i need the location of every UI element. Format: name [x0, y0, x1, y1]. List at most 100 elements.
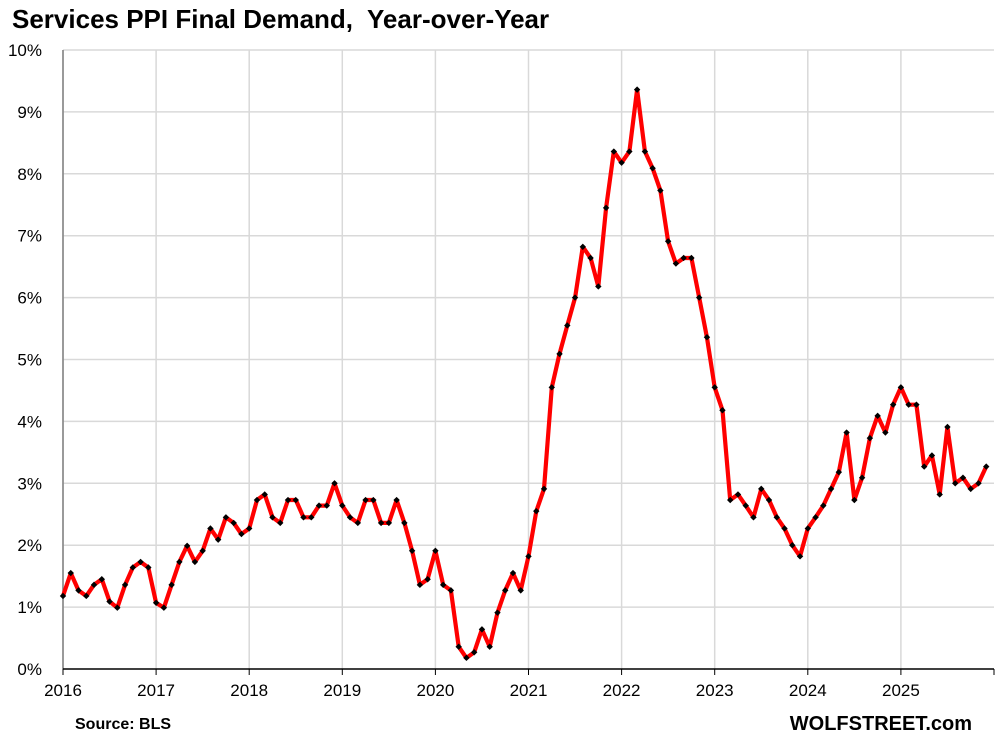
data-point [874, 412, 881, 420]
data-point [517, 587, 524, 594]
data-point [952, 480, 959, 487]
data-point [238, 530, 245, 538]
data-point [975, 480, 982, 487]
data-point [571, 294, 579, 301]
data-point [587, 254, 594, 262]
data-point [230, 519, 237, 527]
data-point [261, 491, 268, 498]
data-point [641, 148, 649, 155]
data-point [214, 536, 222, 543]
data-point [851, 496, 858, 504]
data-point [548, 384, 555, 391]
data-point [494, 609, 501, 616]
axes [62, 50, 995, 675]
y-tick-label: 6% [17, 289, 42, 308]
data-point [672, 260, 680, 267]
data-point [727, 496, 734, 504]
y-tick-label: 1% [17, 598, 42, 617]
data-point [525, 553, 532, 560]
data-point [711, 384, 718, 391]
data-point [183, 542, 191, 550]
x-tick-label: 2018 [230, 681, 268, 700]
data-point [928, 452, 936, 459]
y-tick-label: 5% [17, 351, 42, 370]
data-point [765, 496, 773, 504]
x-tick-label: 2017 [137, 681, 175, 700]
data-point [967, 485, 974, 493]
data-point [579, 243, 587, 251]
data-point [199, 547, 206, 554]
data-point [308, 514, 315, 521]
data-point [145, 564, 152, 571]
data-point [362, 496, 369, 504]
series-line [60, 87, 989, 661]
source-label: Source: BLS [75, 716, 172, 733]
data-point [649, 165, 656, 172]
data-point [152, 599, 160, 606]
data-point [354, 519, 362, 527]
x-tick-label: 2016 [44, 681, 82, 700]
data-point [905, 401, 912, 408]
x-tick-label: 2024 [789, 681, 827, 700]
data-point [106, 598, 113, 605]
x-tick-label: 2019 [323, 681, 361, 700]
data-point [346, 514, 354, 521]
data-point [626, 148, 633, 155]
data-point [556, 350, 563, 358]
data-point [292, 496, 299, 504]
y-tick-label: 7% [17, 227, 42, 246]
data-point [300, 514, 307, 521]
data-point [98, 576, 105, 583]
data-point [595, 283, 602, 290]
data-point [664, 238, 672, 245]
data-point [90, 581, 98, 589]
data-point [882, 429, 889, 436]
x-tick-label: 2022 [603, 681, 641, 700]
data-point [695, 294, 703, 301]
data-point [564, 322, 571, 329]
data-point [866, 434, 874, 442]
data-point [889, 401, 897, 408]
data-point [331, 480, 338, 487]
data-point [323, 502, 330, 509]
data-point [540, 485, 548, 493]
data-point [253, 496, 261, 504]
y-tick-label: 9% [17, 103, 42, 122]
data-point [781, 525, 788, 532]
data-point [812, 514, 819, 521]
data-point [936, 491, 943, 498]
data-point [602, 204, 610, 212]
data-point [424, 576, 431, 583]
data-point [246, 525, 253, 532]
y-tick-label: 10% [8, 41, 42, 60]
data-point [75, 587, 82, 594]
data-point [820, 502, 827, 509]
data-series [60, 87, 989, 661]
data-point [944, 423, 951, 431]
data-point [59, 592, 67, 600]
data-point [121, 581, 129, 589]
data-point [478, 626, 486, 633]
x-axis-tick-labels: 2016 2017 2018 2019 2020 2021 2022 2023 2024 2025 [44, 681, 920, 700]
data-point [439, 581, 447, 589]
data-point [67, 569, 74, 577]
data-point [207, 525, 214, 532]
data-point [137, 558, 144, 566]
data-point [796, 553, 804, 560]
data-point [835, 468, 843, 476]
data-point [129, 564, 137, 571]
chart-title: Services PPI Final Demand, Year-over-Yea… [12, 4, 550, 34]
brand-label: WOLFSTREET.com [789, 713, 972, 735]
data-point [983, 463, 990, 470]
data-point [657, 187, 664, 194]
data-point [703, 334, 711, 341]
data-point [750, 514, 757, 521]
gridlines [62, 49, 994, 669]
data-point [688, 254, 695, 262]
data-point [913, 401, 920, 408]
data-point [897, 384, 905, 391]
data-point [269, 514, 276, 521]
data-point [339, 502, 346, 509]
data-point [618, 159, 625, 166]
data-point [416, 581, 424, 589]
